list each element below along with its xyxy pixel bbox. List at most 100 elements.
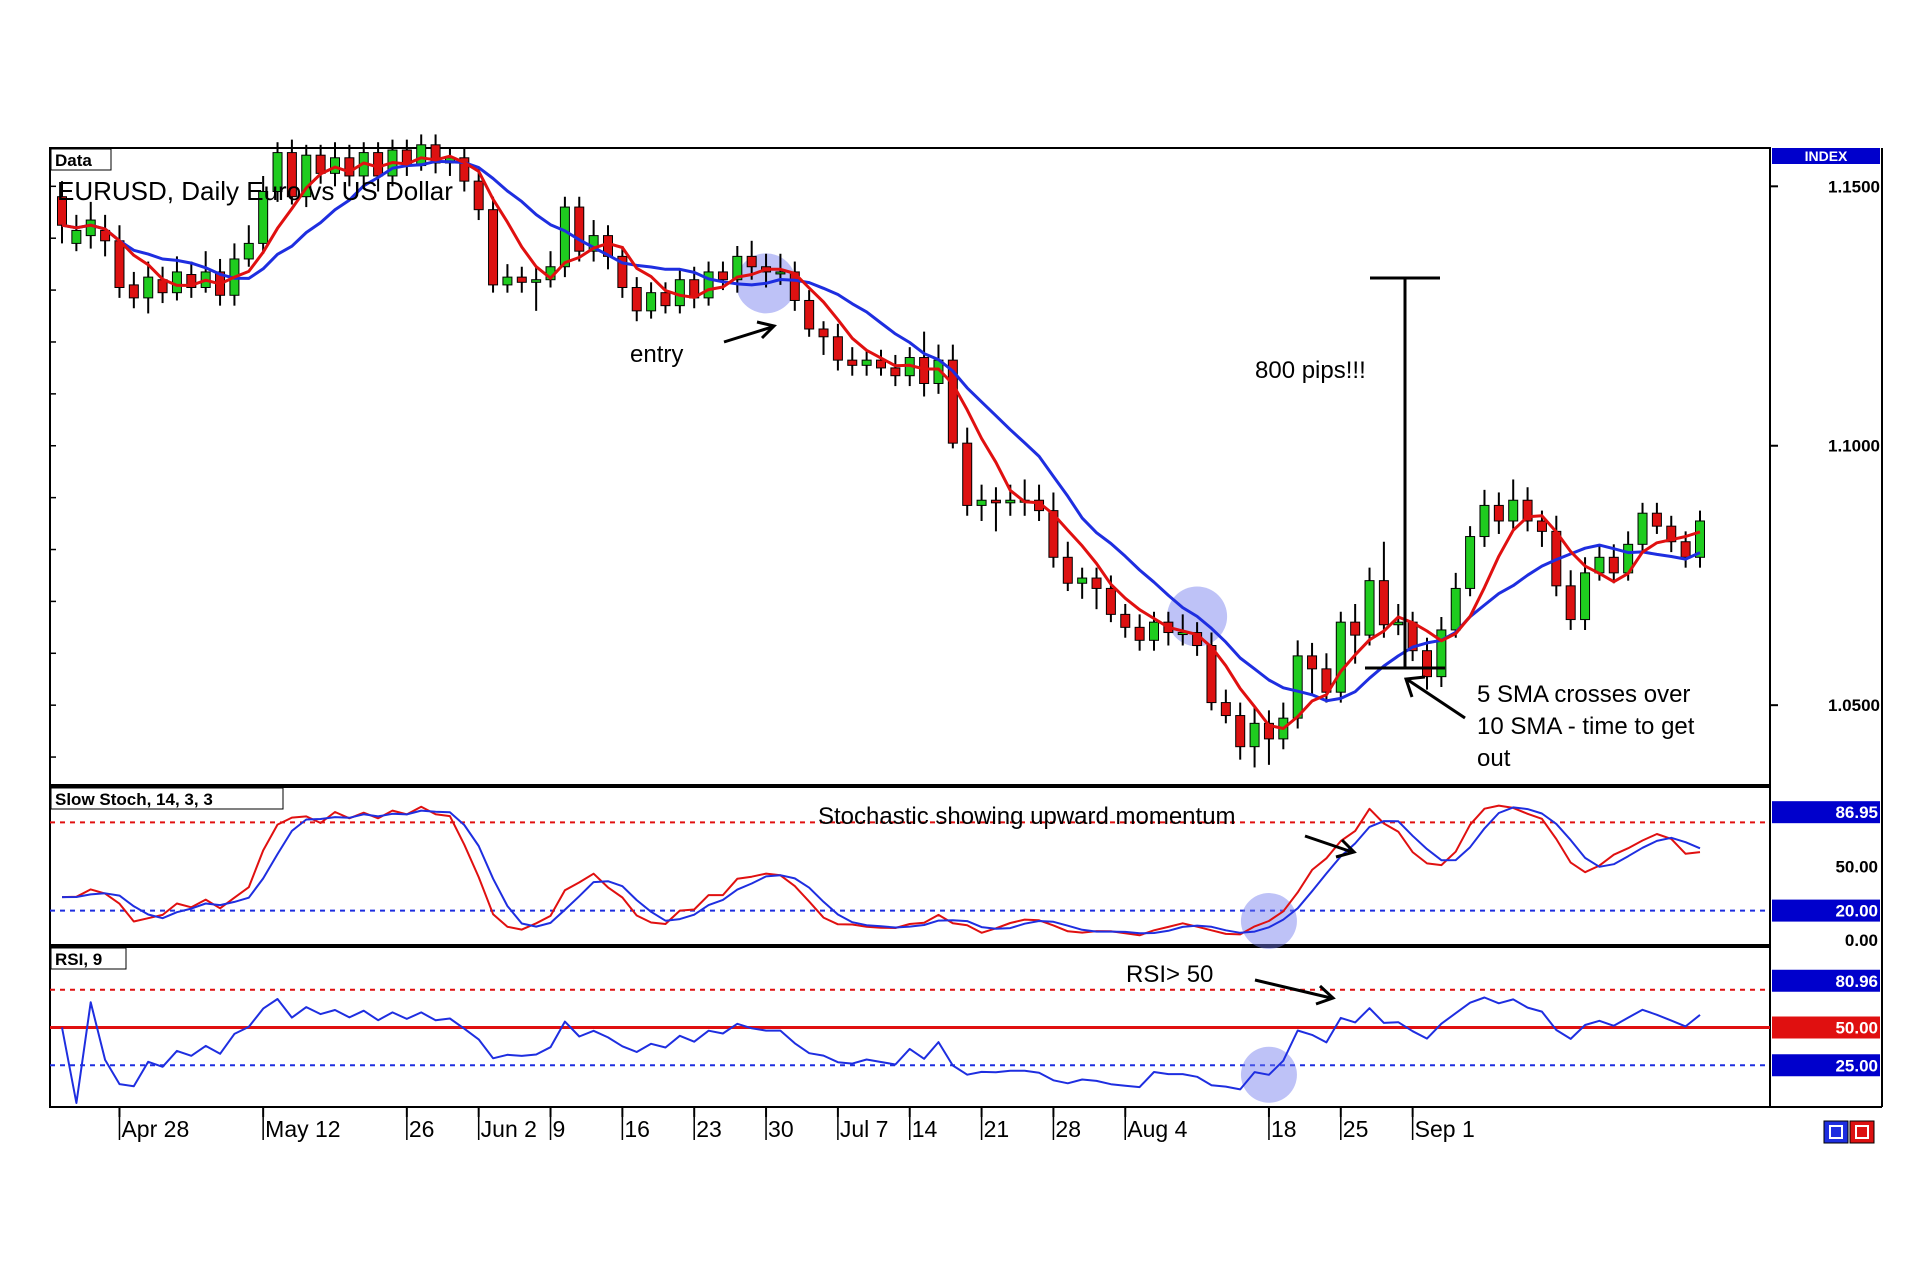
candle-body [186,274,197,288]
candle [789,261,800,311]
x-tick-label: 30 [768,1116,794,1142]
candle-body [832,336,843,361]
candle [1666,515,1677,553]
stoch-corner-box [50,787,284,810]
candle [832,323,843,371]
candle-body [71,229,82,244]
candle-body [1335,621,1346,693]
candle [143,261,154,314]
price-corner-box [50,148,112,171]
rsi-badge-2-label: 25.00 [1835,1056,1878,1075]
candle-body [876,359,886,369]
candle [272,142,283,202]
candle-body [1522,499,1533,522]
stoch-tick-label: 50.00 [1835,858,1878,877]
candle-body [1062,556,1073,584]
candle-body [243,242,254,260]
candle [876,349,886,376]
zoom-out-icon[interactable] [1849,1120,1875,1144]
price-panel [49,147,1771,786]
candle-body [1651,512,1662,527]
candle [919,331,930,397]
candle-body [1307,655,1318,670]
candle [531,266,542,311]
candle [186,261,197,298]
entry-arrow [723,320,777,344]
candle [1565,570,1576,630]
candle [962,427,973,516]
exit-annotation-line1: 5 SMA crosses over [1477,681,1690,708]
candle-body [416,144,427,167]
candle-body [559,206,570,268]
zoom-in-icon[interactable] [1823,1120,1849,1144]
rsi-badge-1 [1772,1016,1880,1039]
candle-body [1465,536,1476,589]
stoch-annotation: Stochastic showing upward momentum [818,803,1236,830]
candle-body [746,255,757,268]
candle-body [861,359,872,366]
candle [128,271,139,309]
candle-body [258,191,269,244]
stoch-arrow [1304,834,1357,859]
candle [488,196,499,293]
price-tick-label: 1.0500 [1828,696,1880,715]
x-tick-label: 26 [409,1116,435,1142]
stoch-badge-1 [1772,899,1880,922]
candle [459,147,470,192]
candle [1077,567,1088,599]
stoch-corner-label: Slow Stoch, 14, 3, 3 [55,790,213,809]
candle-body [286,152,297,198]
candle [1378,541,1389,638]
candle-body [1149,621,1159,641]
candle-body [1249,722,1260,748]
price-title: EURUSD, Daily Euro vs US Dollar [57,176,453,206]
price-corner-label: Data [55,151,92,170]
exit-arrow [1403,675,1466,720]
candle [947,344,958,449]
candle [430,134,441,174]
candle-body [804,299,815,330]
candle-body [301,154,312,198]
candle [1249,707,1260,768]
candle [516,266,527,293]
stoch-tick-label: 0.00 [1845,931,1878,950]
x-tick-label: 14 [912,1116,938,1142]
candle-body [516,276,527,283]
candle-body [574,206,585,252]
x-tick-label: 9 [553,1116,566,1142]
exit-annotation-line3: out [1477,745,1511,772]
candle-body [1479,504,1490,538]
candle [1479,489,1490,547]
candle [818,321,829,355]
candle [631,277,642,322]
candle-body [1292,655,1303,719]
candle-body [674,279,685,307]
rsi-badge-0-label: 80.96 [1835,972,1878,991]
candle-body [847,359,858,366]
candle [1235,702,1246,760]
candle-body [1091,577,1102,589]
candle [1364,567,1375,646]
candle-body [1120,613,1131,628]
rsi-corner-box [50,947,127,970]
x-tick-label: May 12 [265,1116,340,1142]
pips-annotation: 800 pips!!! [1255,357,1366,384]
x-tick-label: 28 [1055,1116,1081,1142]
x-tick-label: Jul 7 [840,1116,889,1142]
entry-annotation: entry [630,341,683,368]
candle-body [703,271,714,299]
stoch-badge-0-label: 86.95 [1835,803,1878,822]
candle-body [344,157,355,177]
candle-body [646,292,657,312]
candle [71,214,82,252]
candle [976,484,987,521]
candle-body [1105,587,1116,615]
candle-body [373,152,384,177]
candle-body [1565,585,1576,621]
candle [1062,541,1073,592]
candle-body [1422,650,1432,678]
x-tick-label: Aug 4 [1127,1116,1187,1142]
x-tick-label: Sep 1 [1415,1116,1475,1142]
candle-body [1134,626,1145,641]
